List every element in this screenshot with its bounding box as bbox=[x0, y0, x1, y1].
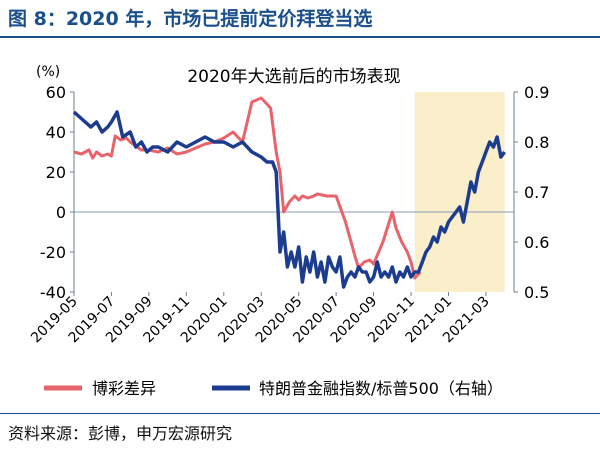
left-tick-label: -40 bbox=[40, 283, 66, 302]
chart: 60 40 20 0 -20 -40 0.9 0.8 0.7 0.6 0.5 2019-05201… bbox=[0, 0, 600, 412]
right-tick-label: 0.7 bbox=[524, 183, 549, 202]
left-axis: 60 40 20 0 -20 -40 bbox=[40, 83, 74, 302]
left-tick-label: -20 bbox=[40, 243, 66, 262]
left-tick-label: 0 bbox=[56, 203, 66, 222]
chart-content: 60 40 20 0 -20 -40 0.9 0.8 0.7 0.6 0.5 2019-05201… bbox=[28, 64, 549, 398]
left-tick-label: 20 bbox=[46, 163, 66, 182]
legend-label-gambling-spread: 博彩差异 bbox=[92, 379, 156, 398]
left-axis-unit: (%) bbox=[36, 64, 60, 80]
left-tick-label: 60 bbox=[46, 83, 66, 102]
left-tick-label: 40 bbox=[46, 123, 66, 142]
x-axis: 2019-052019-072019-092019-112020-012020-… bbox=[28, 292, 493, 346]
highlight-region bbox=[415, 92, 505, 292]
chart-title: 2020年大选前后的市场表现 bbox=[187, 67, 400, 87]
series-gambling-spread bbox=[74, 98, 420, 278]
legend: 博彩差异 特朗普金融指数/标普500（右轴） bbox=[44, 379, 503, 398]
right-tick-label: 0.5 bbox=[524, 283, 549, 302]
source-note: 资料来源：彭博，申万宏源研究 bbox=[8, 420, 232, 444]
right-axis: 0.9 0.8 0.7 0.6 0.5 bbox=[514, 83, 549, 302]
right-tick-label: 0.6 bbox=[524, 233, 549, 252]
legend-label-trump-financial-index: 特朗普金融指数/标普500（右轴） bbox=[259, 379, 503, 398]
right-tick-label: 0.8 bbox=[524, 133, 549, 152]
bottom-rule bbox=[0, 413, 600, 414]
right-tick-label: 0.9 bbox=[524, 83, 549, 102]
